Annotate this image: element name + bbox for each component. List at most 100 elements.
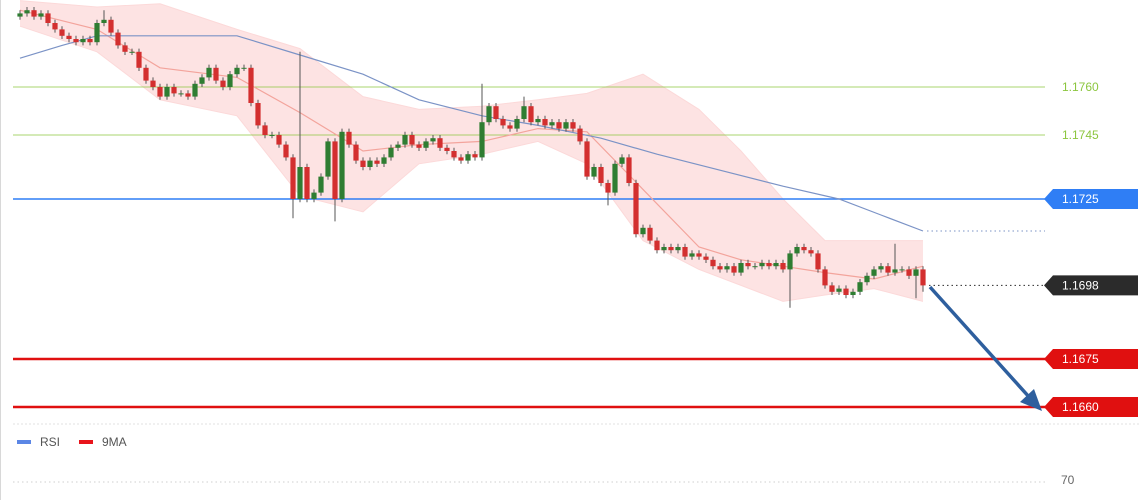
candle-body — [451, 151, 457, 158]
candle-body — [857, 282, 863, 292]
candle-body — [780, 263, 786, 270]
candle-body — [360, 160, 366, 167]
candle-body — [787, 253, 793, 270]
candle-body — [108, 19, 114, 33]
candle-body — [171, 87, 177, 94]
candle-body — [717, 266, 723, 270]
candle-body — [626, 157, 632, 183]
candle-body — [227, 74, 233, 87]
candle-body — [213, 67, 219, 81]
candle-body — [815, 253, 821, 270]
candle-body — [836, 288, 842, 292]
candle-body — [199, 77, 205, 84]
candle-body — [710, 259, 716, 267]
band-layer — [19, 0, 924, 302]
candle-body — [276, 135, 282, 145]
candle-body — [234, 67, 240, 75]
candle-body — [822, 269, 828, 286]
candle-body — [248, 67, 254, 103]
candle-body — [619, 157, 625, 164]
candle-body — [283, 144, 289, 158]
candle-body — [325, 141, 331, 177]
candle-body — [843, 288, 849, 295]
candle-body — [304, 167, 310, 199]
candle-body — [654, 240, 660, 251]
candle-body — [829, 285, 835, 292]
candle-body — [549, 122, 555, 126]
candle-body — [416, 144, 422, 148]
level-label-box — [1044, 275, 1138, 296]
candle-body — [472, 154, 478, 158]
candle-body — [52, 23, 58, 30]
candle-body — [45, 13, 51, 23]
candle-body — [409, 135, 415, 145]
candle-body — [703, 256, 709, 260]
candle-body — [101, 19, 107, 23]
candle-body — [423, 141, 429, 148]
level-label: 1.1725 — [1062, 192, 1099, 206]
candle-body — [864, 275, 870, 283]
candle-body — [94, 23, 100, 43]
level-label: 1.1760 — [1062, 80, 1099, 94]
candle-body — [640, 227, 646, 235]
candle-body — [17, 13, 23, 17]
candle-body — [150, 80, 156, 87]
candle-body — [122, 45, 128, 52]
candle-body — [570, 122, 576, 129]
candle-body — [738, 263, 744, 273]
candle-body — [157, 87, 163, 97]
candle-body — [500, 119, 506, 126]
candle-body — [192, 83, 198, 97]
candle-body — [668, 247, 674, 251]
candles-layer — [17, 7, 926, 308]
candle-body — [66, 35, 72, 39]
candle-body — [388, 147, 394, 158]
candle-body — [206, 67, 212, 78]
candle-body — [255, 103, 261, 126]
rsi-tick-label: 70 — [1061, 473, 1075, 487]
candle-body — [507, 125, 513, 129]
candle-body — [31, 10, 37, 17]
candle-body — [87, 39, 93, 43]
candle-body — [486, 106, 492, 123]
candle-body — [395, 144, 401, 148]
candle-body — [528, 106, 534, 123]
labels-layer: 1.1760 1.1745 1.1725 1.1698 1.1675 1.1660 — [1044, 80, 1138, 417]
candle-body — [808, 250, 814, 254]
candle-body — [514, 119, 520, 129]
candle-body — [556, 122, 562, 129]
candle-body — [850, 291, 856, 295]
candle-body — [584, 141, 590, 177]
candle-body — [591, 167, 597, 177]
candle-body — [38, 13, 44, 17]
candle-body — [381, 157, 387, 164]
candle-body — [269, 135, 275, 136]
candle-body — [689, 253, 695, 257]
candle-body — [766, 263, 772, 267]
candle-body — [612, 163, 618, 193]
band-lower — [19, 25, 924, 302]
candle-body — [367, 160, 373, 167]
candle-body — [178, 93, 184, 95]
candle-body — [80, 39, 86, 43]
candle-body — [241, 67, 247, 69]
band-upper — [19, 0, 923, 242]
candle-body — [465, 154, 471, 161]
legend-label: 9MA — [102, 435, 127, 449]
candle-body — [871, 269, 877, 276]
level-label-box — [1044, 189, 1138, 209]
candle-body — [444, 147, 450, 151]
candle-body — [493, 106, 499, 119]
candle-body — [311, 192, 317, 199]
candle-body — [899, 269, 905, 271]
candle-body — [773, 263, 779, 267]
candle-body — [878, 266, 884, 270]
candle-body — [675, 247, 681, 251]
candle-body — [521, 106, 527, 119]
candle-body — [563, 122, 569, 129]
candle-body — [920, 269, 926, 286]
candle-body — [752, 266, 758, 268]
candle-body — [437, 138, 443, 148]
candle-body — [801, 247, 807, 251]
